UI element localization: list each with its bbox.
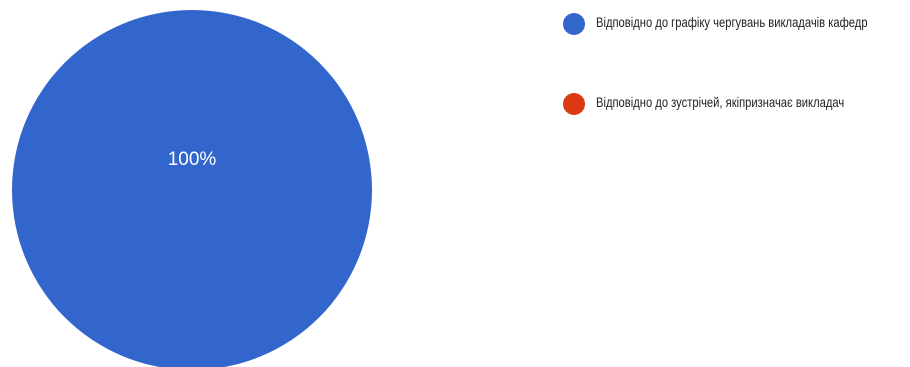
slice-labels: 100% [168,149,217,170]
legend-item[interactable]: Відповідно до графіку чергувань викладач… [563,10,908,35]
legend-label: Відповідно до графіку чергувань викладач… [596,14,868,30]
slice-percent-label: 100% [168,149,217,170]
legend-marker [563,93,585,115]
pie-slices [12,10,372,367]
legend-label: Відповідно до зустрічей, якіпризначає ви… [596,94,845,110]
legend-item[interactable]: Відповідно до зустрічей, якіпризначає ви… [563,90,908,115]
legend: Відповідно до графіку чергувань викладач… [563,10,908,170]
legend-marker [563,13,585,35]
pie-slice[interactable] [12,10,372,367]
